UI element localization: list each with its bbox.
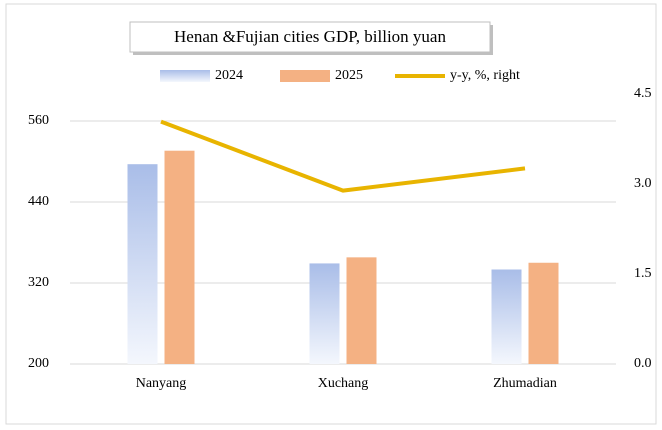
legend-swatch (280, 70, 330, 82)
bar (127, 164, 158, 364)
x-tick-label: Nanyang (136, 376, 187, 391)
y2-tick-label: 1.5 (634, 266, 652, 281)
y2-tick-label: 0.0 (634, 356, 652, 371)
bar (164, 150, 195, 364)
bar (491, 269, 522, 364)
chart-title: Henan &Fujian cities GDP, billion yuan (174, 27, 446, 46)
bar (309, 263, 340, 364)
legend-swatch (160, 70, 210, 82)
x-tick-label: Zhumadian (493, 376, 557, 391)
y-tick-label: 200 (28, 356, 49, 371)
y2-tick-label: 4.5 (634, 86, 652, 101)
y-tick-label: 440 (28, 194, 49, 209)
y-tick-label: 560 (28, 113, 49, 128)
legend-label: y-y, %, right (450, 68, 520, 83)
legend-label: 2025 (335, 68, 363, 83)
line (160, 119, 526, 193)
bar (528, 262, 559, 364)
legend-label: 2024 (215, 68, 243, 83)
y-tick-label: 320 (28, 275, 49, 290)
title-box (129, 21, 491, 53)
x-tick-label: Xuchang (318, 376, 369, 391)
bar (346, 257, 377, 364)
y2-tick-label: 3.0 (634, 176, 652, 191)
